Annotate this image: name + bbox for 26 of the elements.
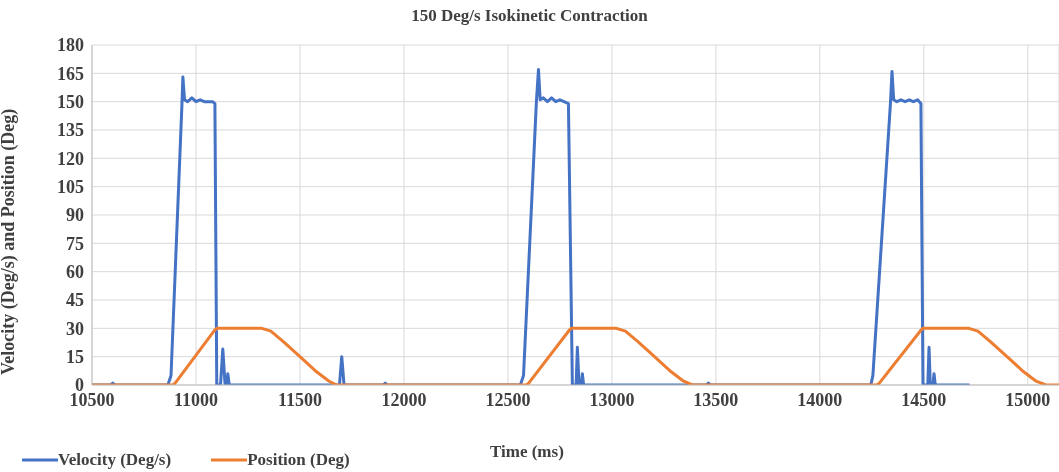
y-tick-label: 45 (66, 290, 84, 311)
y-tick-label: 105 (57, 177, 84, 198)
chart-title: 150 Deg/s Isokinetic Contraction (410, 6, 649, 26)
y-tick-label: 180 (57, 35, 84, 56)
y-axis-title: Velocity (Deg/s) and Position (Deg) (0, 108, 20, 375)
x-axis-title: Time (ms) (490, 442, 564, 462)
y-tick-label: 15 (66, 347, 84, 368)
x-tick-label: 11000 (173, 389, 218, 410)
y-tick-label: 135 (57, 120, 84, 141)
x-tick-label: 11500 (277, 389, 322, 410)
legend-label: Velocity (Deg/s) (58, 450, 172, 470)
y-tick-label: 120 (57, 148, 84, 169)
x-tick-label: 14000 (797, 389, 843, 410)
x-tick-label: 15000 (1005, 389, 1051, 410)
legend-label: Position (Deg) (247, 450, 350, 470)
y-tick-label: 90 (66, 205, 84, 226)
x-tick-label: 13500 (693, 389, 739, 410)
y-tick-label: 75 (66, 233, 84, 254)
x-tick-label: 12500 (485, 389, 531, 410)
x-tick-label: 12000 (381, 389, 427, 410)
y-tick-label: 165 (57, 63, 84, 84)
y-tick-label: 30 (66, 318, 84, 339)
y-tick-label: 60 (66, 262, 84, 283)
x-tick-label: 14500 (901, 389, 947, 410)
x-tick-label: 13000 (589, 389, 635, 410)
y-tick-label: 150 (57, 92, 84, 113)
